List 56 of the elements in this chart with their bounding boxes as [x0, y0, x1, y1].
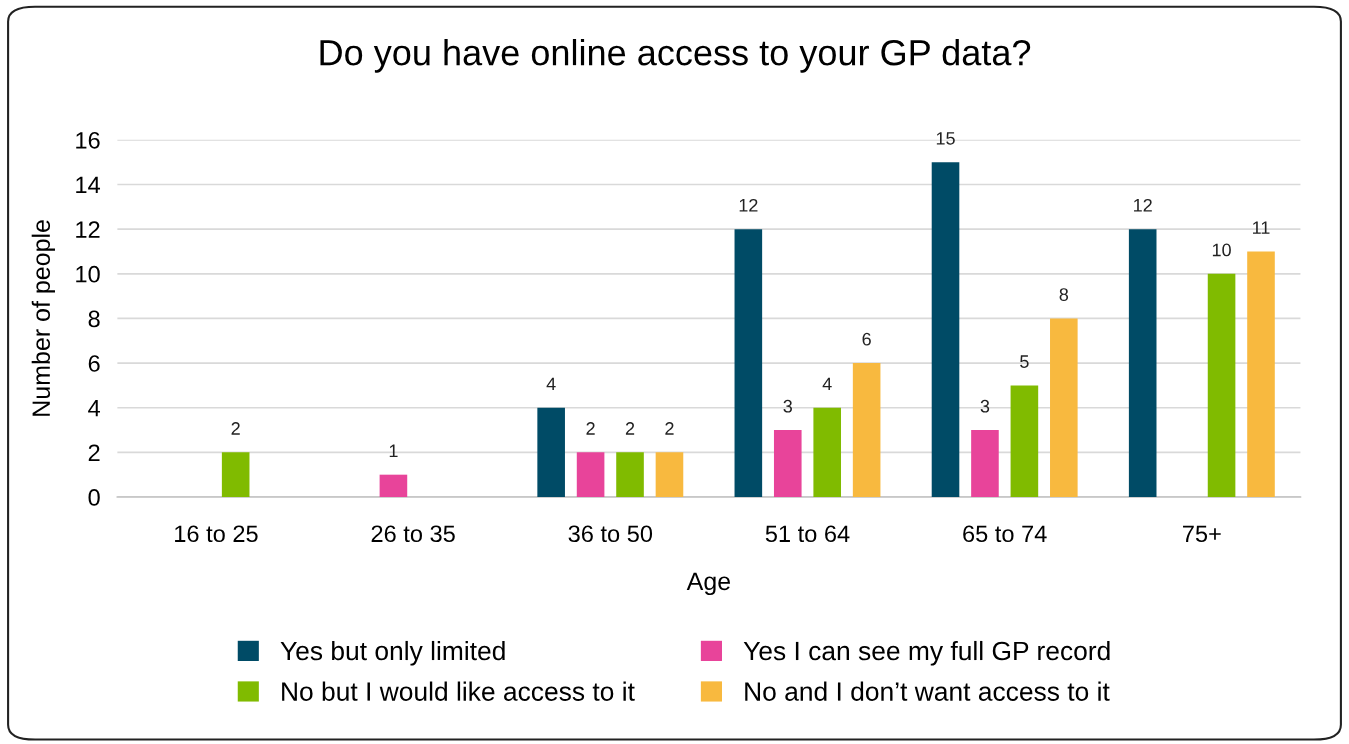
legend-label: Yes I can see my full GP record	[743, 640, 1110, 666]
data-label: 5	[1020, 355, 1029, 368]
legend-label: No but I would like access to it	[282, 681, 635, 701]
bar	[813, 407, 842, 497]
data-label: 2	[586, 422, 595, 435]
bar	[537, 407, 565, 497]
data-label: 2	[665, 422, 674, 435]
bar	[734, 229, 763, 497]
data-label: 1	[389, 444, 398, 458]
y-tick-label: 6	[88, 355, 100, 372]
data-label: 4	[546, 377, 556, 391]
data-label: 2	[231, 422, 240, 435]
legend-label: No and I don’t want access to it	[745, 681, 1110, 701]
bar	[931, 162, 960, 497]
y-tick-label: 4	[88, 400, 101, 417]
x-tick-label: 36 to 50	[568, 525, 653, 543]
x-axis-title: Age	[686, 572, 731, 596]
x-tick-label: 65 to 74	[963, 525, 1047, 543]
data-label: 4	[822, 377, 832, 391]
chart-title: Do you have online access to your GP data?	[320, 38, 1031, 73]
data-label: 6	[862, 332, 871, 346]
y-tick-label: 16	[76, 131, 100, 149]
bar	[852, 363, 881, 497]
x-tick-label: 26 to 35	[371, 525, 455, 543]
bar	[379, 474, 408, 497]
bar	[1207, 273, 1236, 497]
data-label: 11	[1253, 221, 1270, 234]
bar	[221, 452, 250, 497]
data-label: 8	[1059, 288, 1069, 301]
data-label: 3	[783, 399, 792, 413]
y-tick-label: 14	[76, 176, 101, 194]
y-tick-label: 0	[88, 489, 100, 506]
bar	[773, 430, 802, 497]
data-label: 15	[936, 132, 955, 145]
y-tick-label: 12	[76, 221, 100, 238]
bar	[576, 452, 605, 497]
legend-label: Yes but only limited	[280, 640, 505, 666]
data-label: 10	[1212, 243, 1231, 257]
data-label: 3	[980, 399, 990, 413]
y-tick-label: 8	[88, 310, 100, 328]
bar	[1247, 251, 1275, 497]
bar	[1050, 318, 1078, 497]
bar	[616, 452, 644, 497]
x-tick-label: 16 to 25	[175, 525, 258, 543]
data-label: 12	[1134, 198, 1152, 212]
y-tick-label: 10	[76, 265, 100, 283]
bar	[1128, 229, 1157, 497]
data-label: 12	[739, 198, 758, 212]
y-tick-label: 2	[88, 444, 100, 461]
bar	[655, 452, 684, 497]
data-label: 2	[625, 422, 635, 435]
bar	[1010, 385, 1039, 497]
y-axis-title: Number of people	[31, 220, 55, 416]
x-tick-label: 51 to 64	[765, 525, 850, 543]
bar	[971, 430, 999, 497]
x-tick-label: 75+	[1183, 525, 1221, 543]
